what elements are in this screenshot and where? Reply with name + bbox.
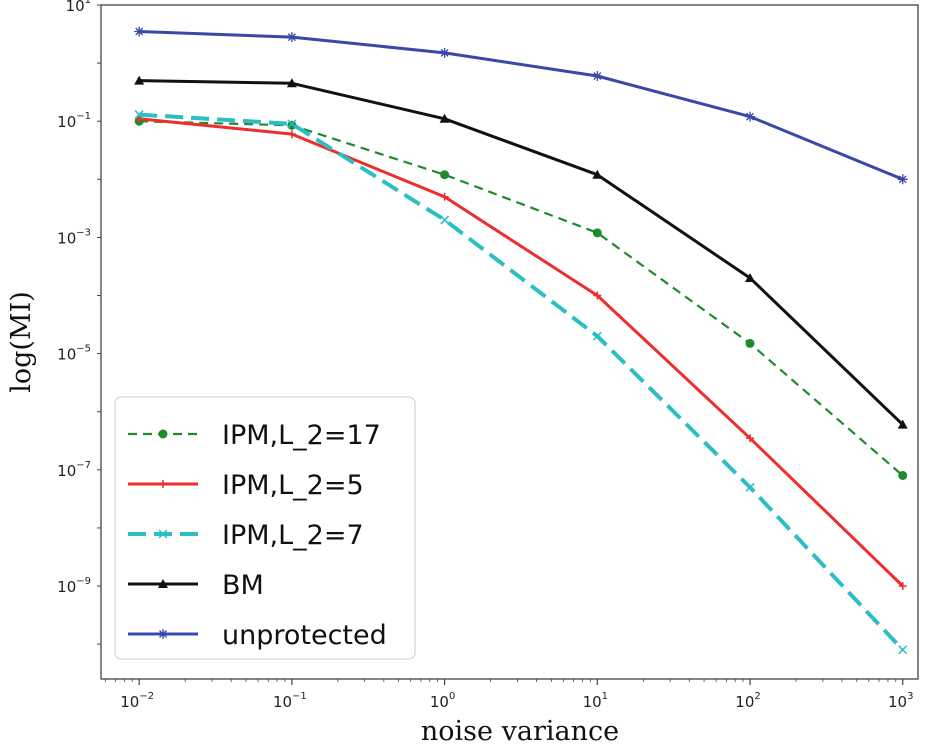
legend-marker (158, 629, 168, 639)
data-point (134, 26, 145, 37)
data-point (745, 482, 755, 492)
data-point (440, 170, 450, 180)
data-point (898, 582, 907, 591)
data-point (440, 215, 450, 225)
legend-marker (158, 579, 168, 588)
x-axis: 10−2 10−1 100 101 102 103 (104, 679, 913, 711)
x-tick-label: 100 (430, 691, 455, 711)
x-tick-label: 101 (583, 691, 608, 711)
data-point (592, 169, 603, 179)
legend-marker (158, 429, 168, 439)
series-line (139, 112, 905, 652)
legend: IPM,L_2=17 IPM,L_2=5 IPM,L_2=7 BM unprotecte… (114, 396, 416, 660)
legend-label: unprotected (222, 620, 387, 651)
y-tick-label: 10−3 (57, 227, 91, 247)
legend-label: IPM,L_2=17 (222, 420, 381, 451)
series-IPM,L_2=7 (134, 110, 908, 655)
data-point (898, 645, 908, 655)
legend-label: IPM,L_2=7 (222, 520, 364, 551)
data-point (287, 130, 296, 139)
series-line (139, 120, 904, 477)
x-axis-title: noise variance (421, 716, 619, 747)
data-point (746, 434, 755, 443)
data-point (439, 47, 450, 58)
series-BM (134, 75, 908, 429)
y-tick-label: 10−7 (57, 460, 91, 480)
plot-frame (100, 4, 919, 680)
data-point (745, 273, 756, 283)
legend-label: IPM,L_2=5 (222, 470, 364, 501)
series-line (139, 30, 904, 181)
data-point (745, 111, 756, 122)
data-point (897, 174, 908, 185)
series-line (139, 79, 904, 426)
data-point (134, 75, 145, 85)
x-tick-label: 10−1 (273, 691, 307, 711)
y-axis-title: log(MI) (6, 291, 37, 393)
legend-label: BM (222, 570, 264, 601)
x-tick-label: 103 (888, 691, 913, 711)
data-point (286, 32, 297, 43)
data-point (592, 70, 603, 81)
x-tick-label: 10−2 (120, 691, 154, 711)
data-point (898, 470, 908, 480)
data-point (593, 291, 602, 300)
y-tick-label: 101 (66, 0, 91, 15)
data-point (745, 338, 755, 348)
data-point (286, 78, 297, 88)
data-point (439, 113, 450, 123)
x-tick-label: 102 (735, 691, 760, 711)
y-tick-label: 10−5 (57, 344, 91, 364)
data-point (897, 419, 908, 429)
y-axis: 10−9 10−7 10−5 10−3 10−1 101 (57, 0, 101, 645)
y-tick-label: 10−1 (57, 111, 91, 131)
data-point (134, 110, 144, 120)
series-unprotected (134, 26, 908, 185)
data-point (592, 331, 602, 341)
data-point (440, 192, 449, 201)
series-line (139, 117, 904, 588)
y-tick-label: 10−9 (57, 576, 91, 596)
series-IPM,L_2=5 (135, 114, 907, 591)
series-layer (134, 26, 908, 655)
legend-marker (159, 480, 167, 488)
data-point (592, 228, 602, 238)
plot-area (100, 4, 919, 680)
data-point (287, 119, 297, 129)
legend-marker (158, 529, 168, 539)
legend-box (114, 396, 416, 660)
